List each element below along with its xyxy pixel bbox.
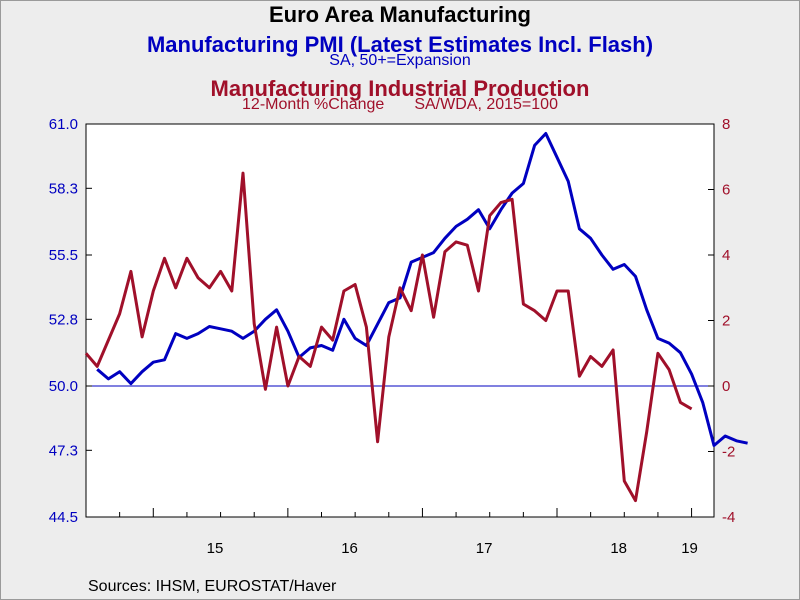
y-right-tick-label: 0 [722, 378, 730, 395]
y-left-tick-label: 44.5 [49, 509, 78, 526]
y-right-tick-label: -2 [722, 444, 735, 461]
x-tick-label: 19 [681, 540, 698, 557]
ip-subtitle-right: SA/WDA, 2015=100 [414, 96, 558, 113]
y-right-tick-label: 2 [722, 313, 730, 330]
y-left-tick-label: 55.5 [49, 247, 78, 264]
x-tick-label: 15 [207, 540, 224, 557]
y-left-tick-label: 58.3 [49, 180, 78, 197]
pmi-series-subtitle: SA, 50+=Expansion [329, 52, 471, 69]
y-right-tick-label: 6 [722, 182, 730, 199]
source-note: Sources: IHSM, EUROSTAT/Haver [88, 578, 337, 595]
y-left-tick-label: 61.0 [49, 116, 78, 133]
y-left-tick-label: 47.3 [49, 442, 78, 459]
ip-series-title: Manufacturing Industrial Production [210, 76, 590, 101]
ip-series-subtitle: 12-Month %Change SA/WDA, 2015=100 [0, 96, 800, 114]
x-tick-label: 16 [341, 540, 358, 557]
y-right-tick-label: 8 [722, 116, 730, 133]
y-left-tick-label: 52.8 [49, 311, 78, 328]
y-right-tick-label: -4 [722, 509, 735, 526]
industrial-production-series-line [84, 171, 693, 503]
y-right-tick-label: 4 [722, 247, 730, 264]
y-left-tick-label: 50.0 [49, 378, 78, 395]
pmi-series-title: Manufacturing PMI (Latest Estimates Incl… [146, 32, 654, 57]
x-tick-label: 18 [610, 540, 627, 557]
x-tick-label: 17 [476, 540, 493, 557]
chart-title: Euro Area Manufacturing [269, 2, 531, 27]
ip-subtitle-left: 12-Month %Change [242, 96, 385, 113]
plot-area [85, 123, 715, 518]
